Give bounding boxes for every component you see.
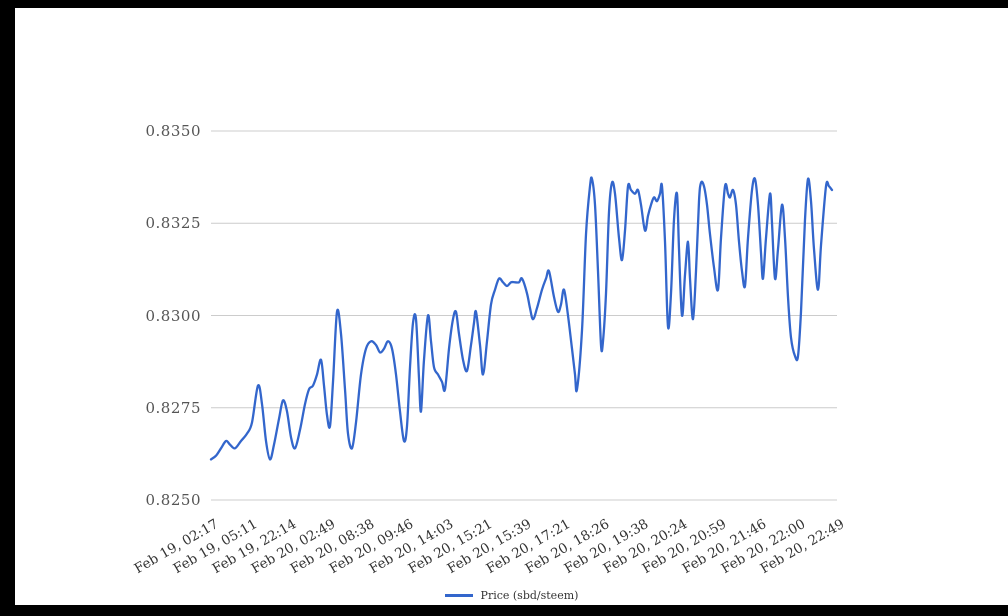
legend-line-swatch — [444, 594, 473, 597]
y-axis-label: 0.8300 — [145, 306, 201, 325]
y-axis-label: 0.8350 — [145, 122, 201, 140]
price-line-series — [209, 176, 834, 461]
y-axis-label: 0.8275 — [145, 398, 201, 417]
price-line-chart — [209, 130, 837, 501]
legend: Price (sbd/steem) — [15, 589, 1008, 602]
y-axis-label: 0.8250 — [145, 491, 201, 509]
y-axis-label: 0.8325 — [145, 214, 201, 233]
chart-panel: 0.8250 0.8275 0.8300 0.8325 0.8350 Feb 19, 02… — [15, 8, 1008, 605]
legend-label: Price (sbd/steem) — [480, 589, 579, 602]
